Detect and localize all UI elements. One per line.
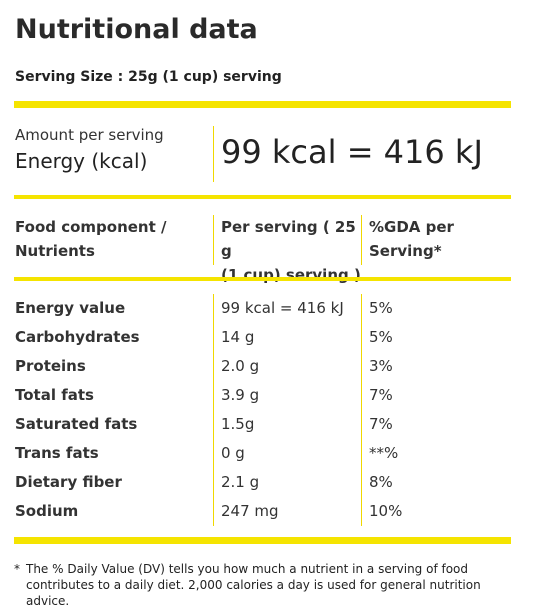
column-divider [213, 381, 214, 410]
gda-value: **% [369, 444, 399, 462]
page-title: Nutritional data [15, 14, 258, 45]
divider-bar [14, 277, 511, 281]
energy-kcal-label: Energy (kcal) [15, 149, 148, 173]
serving-size: Serving Size : 25g (1 cup) serving [15, 69, 282, 85]
divider-bar [14, 101, 511, 108]
per-serving-value: 3.9 g [221, 386, 260, 404]
per-serving-value: 2.1 g [221, 473, 260, 491]
amount-per-serving-label: Amount per serving [15, 126, 164, 144]
column-divider [361, 215, 362, 265]
per-serving-value: 14 g [221, 328, 255, 346]
column-divider [213, 352, 214, 381]
nutrient-name: Saturated fats [15, 415, 138, 433]
table-row: Carbohydrates 14 g 5% [14, 323, 511, 352]
column-divider [213, 323, 214, 352]
per-serving-value: 99 kcal = 416 kJ [221, 299, 344, 317]
footnote-marker: * [14, 562, 20, 576]
gda-value: 5% [369, 328, 393, 346]
gda-value: 5% [369, 299, 393, 317]
column-divider [213, 126, 214, 182]
table-row: Proteins 2.0 g 3% [14, 352, 511, 381]
column-divider [361, 468, 362, 497]
table-row: Total fats 3.9 g 7% [14, 381, 511, 410]
header-line: Serving* [369, 242, 442, 260]
footnote-text: The % Daily Value (DV) tells you how muc… [26, 562, 481, 608]
column-divider [361, 497, 362, 526]
header-line: (1 cup) serving ) [221, 266, 361, 284]
energy-block: Amount per serving Energy (kcal) 99 kcal… [14, 126, 511, 182]
table-row: Energy value 99 kcal = 416 kJ 5% [14, 294, 511, 323]
header-line: Food component / [15, 218, 167, 236]
nutrient-name: Sodium [15, 502, 79, 520]
per-serving-value: 1.5g [221, 415, 255, 433]
gda-value: 7% [369, 415, 393, 433]
divider-bar [14, 195, 511, 199]
per-serving-value: 247 mg [221, 502, 279, 520]
header-gda: %GDA per Serving* [369, 215, 509, 263]
column-divider [361, 294, 362, 323]
gda-value: 3% [369, 357, 393, 375]
column-divider [213, 439, 214, 468]
gda-value: 8% [369, 473, 393, 491]
column-divider [213, 410, 214, 439]
nutrient-name: Dietary fiber [15, 473, 122, 491]
table-row: Saturated fats 1.5g 7% [14, 410, 511, 439]
table-row: Trans fats 0 g **% [14, 439, 511, 468]
nutrient-name: Carbohydrates [15, 328, 140, 346]
column-divider [213, 294, 214, 323]
column-divider [213, 215, 214, 265]
header-line: Per serving ( 25 g [221, 218, 356, 260]
column-divider [361, 410, 362, 439]
nutrient-name: Energy value [15, 299, 126, 317]
gda-value: 10% [369, 502, 403, 520]
column-divider [213, 468, 214, 497]
header-line: Nutrients [15, 242, 95, 260]
energy-value: 99 kcal = 416 kJ [221, 133, 483, 171]
divider-bar [14, 537, 511, 544]
per-serving-value: 2.0 g [221, 357, 260, 375]
table-row: Dietary fiber 2.1 g 8% [14, 468, 511, 497]
column-divider [361, 439, 362, 468]
nutrient-name: Total fats [15, 386, 94, 404]
table-row: Sodium 247 mg 10% [14, 497, 511, 526]
nutrient-name: Trans fats [15, 444, 99, 462]
footnote: * The % Daily Value (DV) tells you how m… [14, 561, 494, 609]
energy-left: Amount per serving Energy (kcal) [15, 126, 164, 173]
column-divider [361, 323, 362, 352]
header-food-component: Food component / Nutrients [15, 215, 205, 263]
table-header-row: Food component / Nutrients Per serving (… [14, 215, 511, 284]
gda-value: 7% [369, 386, 393, 404]
column-divider [361, 352, 362, 381]
column-divider [361, 381, 362, 410]
column-divider [213, 497, 214, 526]
header-line: %GDA per [369, 218, 454, 236]
per-serving-value: 0 g [221, 444, 245, 462]
nutrient-name: Proteins [15, 357, 86, 375]
nutrient-rows: Energy value 99 kcal = 416 kJ 5% Carbohy… [14, 294, 511, 526]
